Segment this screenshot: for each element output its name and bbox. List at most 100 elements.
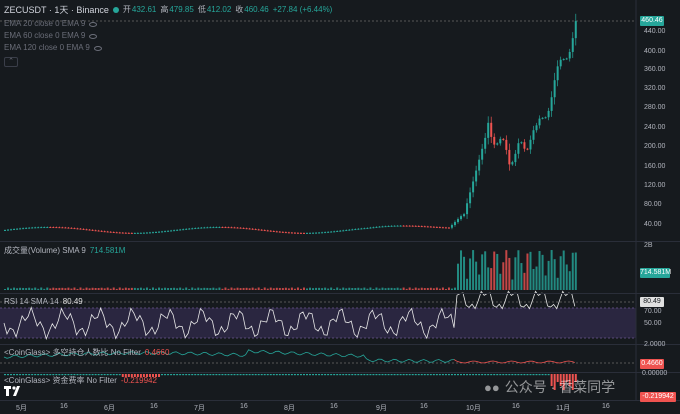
- funding-bar: [224, 374, 227, 376]
- candle-body: [472, 181, 475, 193]
- candle-body: [475, 170, 478, 182]
- volume-label[interactable]: 成交量(Volume) SMA 9: [4, 246, 86, 255]
- ema-60-label[interactable]: EMA 60 close 0 EMA 9: [4, 31, 86, 40]
- volume-bar: [164, 287, 167, 290]
- volume-bar: [97, 288, 100, 290]
- funding-bar: [408, 374, 411, 376]
- symbol-title[interactable]: ZECUSDT · 1天 · Binance: [4, 5, 109, 15]
- volume-bar: [357, 287, 360, 290]
- funding-bar: [357, 374, 360, 376]
- funding-bar: [182, 374, 185, 376]
- funding-bar: [369, 374, 372, 376]
- candle-body: [200, 227, 203, 229]
- rsi-label[interactable]: RSI 14 SMA 14: [4, 297, 59, 306]
- volume-bar: [167, 288, 170, 290]
- volume-bar: [10, 288, 13, 290]
- price-tick: 400.00: [644, 48, 666, 55]
- volume-bar: [185, 287, 188, 290]
- candle-body: [58, 227, 61, 229]
- volume-bar: [514, 257, 517, 290]
- visibility-icon[interactable]: [89, 21, 98, 27]
- candle-body: [469, 192, 472, 204]
- candle-body: [28, 227, 31, 229]
- candle-body: [49, 227, 52, 229]
- funding-bar: [251, 374, 254, 376]
- funding-bar: [318, 374, 321, 376]
- candle-body: [76, 228, 79, 230]
- funding-bar: [194, 374, 197, 376]
- funding-bar: [568, 374, 571, 386]
- time-tick: 16: [512, 403, 520, 410]
- funding-bar: [472, 374, 475, 376]
- funding-bar: [553, 374, 556, 390]
- candle-body: [145, 232, 148, 234]
- funding-label[interactable]: <CoinGlass> 资金费率 No Filter: [4, 376, 117, 385]
- volume-bar: [296, 287, 299, 290]
- volume-bar: [281, 288, 284, 290]
- volume-legend: 成交量(Volume) SMA 9 714.581M: [4, 246, 125, 256]
- volume-bar: [408, 287, 411, 290]
- funding-bar: [257, 374, 260, 376]
- tradingview-logo[interactable]: [4, 386, 20, 396]
- volume-bar: [7, 287, 10, 290]
- candle-body: [40, 227, 43, 229]
- funding-bar: [37, 374, 40, 376]
- volume-bar: [76, 288, 79, 290]
- volume-bar: [327, 288, 330, 290]
- funding-bar: [414, 374, 417, 376]
- candle-body: [173, 230, 176, 232]
- rsi-last-tag: 80.49: [640, 297, 664, 307]
- visibility-icon[interactable]: [93, 45, 102, 51]
- funding-bar: [435, 374, 438, 376]
- visibility-icon[interactable]: [89, 33, 98, 39]
- volume-bar: [306, 288, 308, 290]
- candle-body: [538, 118, 541, 126]
- funding-bar: [242, 374, 245, 376]
- funding-bar: [158, 374, 161, 377]
- ratio-label[interactable]: <CoinGlass> 多空持仓人数比 No Filter: [4, 348, 141, 357]
- volume-bar: [155, 288, 157, 290]
- price-tick: 40.00: [644, 221, 662, 228]
- ema-120-label[interactable]: EMA 120 close 0 EMA 9: [4, 43, 90, 52]
- volume-bar: [136, 288, 139, 290]
- candle-body: [242, 227, 245, 229]
- funding-bar: [502, 374, 505, 376]
- funding-bar: [432, 374, 435, 376]
- volume-bar: [547, 260, 550, 290]
- watermark: ●● 公众号 · 香菜同学: [484, 377, 615, 397]
- candle-body: [296, 232, 299, 234]
- funding-bar: [420, 374, 423, 376]
- funding-bar: [327, 374, 330, 376]
- candle-body: [142, 232, 145, 234]
- time-tick: 6月: [104, 405, 115, 412]
- candle-body: [25, 227, 28, 229]
- funding-bar: [167, 374, 170, 376]
- funding-bar: [233, 374, 236, 376]
- candle-body: [260, 229, 263, 231]
- volume-bar: [490, 268, 493, 290]
- volume-bar: [284, 287, 287, 290]
- funding-last-tag: -0.219942: [640, 392, 676, 402]
- collapse-legend-button[interactable]: ⌃: [4, 57, 18, 67]
- funding-bar: [493, 374, 496, 376]
- volume-bar: [426, 287, 429, 290]
- candle-body: [330, 231, 333, 233]
- volume-bar: [387, 287, 390, 290]
- funding-bar: [336, 374, 339, 376]
- funding-bar: [481, 374, 484, 376]
- volume-last-tag: 714.581M: [640, 268, 672, 278]
- volume-bar: [556, 277, 559, 290]
- time-tick: 5月: [16, 405, 27, 412]
- candle-body: [118, 232, 121, 234]
- volume-bar: [290, 287, 293, 290]
- volume-tick: 2B: [644, 242, 653, 249]
- volume-bar: [444, 288, 447, 290]
- candle-body: [254, 229, 257, 231]
- funding-bar: [529, 374, 532, 376]
- ema-20-label[interactable]: EMA 20 close 0 EMA 9: [4, 19, 86, 28]
- volume-bar: [438, 288, 441, 290]
- candle-body: [179, 229, 182, 231]
- funding-bar: [290, 374, 293, 376]
- candle-body: [79, 228, 82, 230]
